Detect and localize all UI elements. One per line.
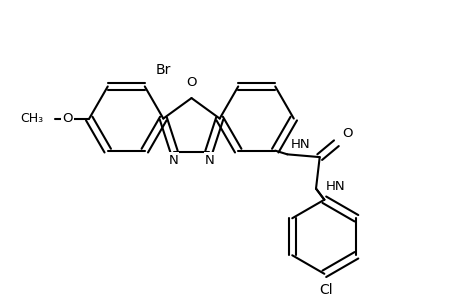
Text: HN: HN	[325, 180, 344, 193]
Text: Cl: Cl	[319, 283, 332, 297]
Text: CH₃: CH₃	[21, 112, 44, 125]
Text: Br: Br	[156, 63, 171, 77]
Text: O: O	[341, 127, 352, 140]
Text: HN: HN	[291, 138, 310, 151]
Text: O: O	[62, 112, 73, 125]
Text: O: O	[186, 76, 196, 89]
Text: N: N	[205, 154, 214, 166]
Text: N: N	[168, 154, 178, 166]
